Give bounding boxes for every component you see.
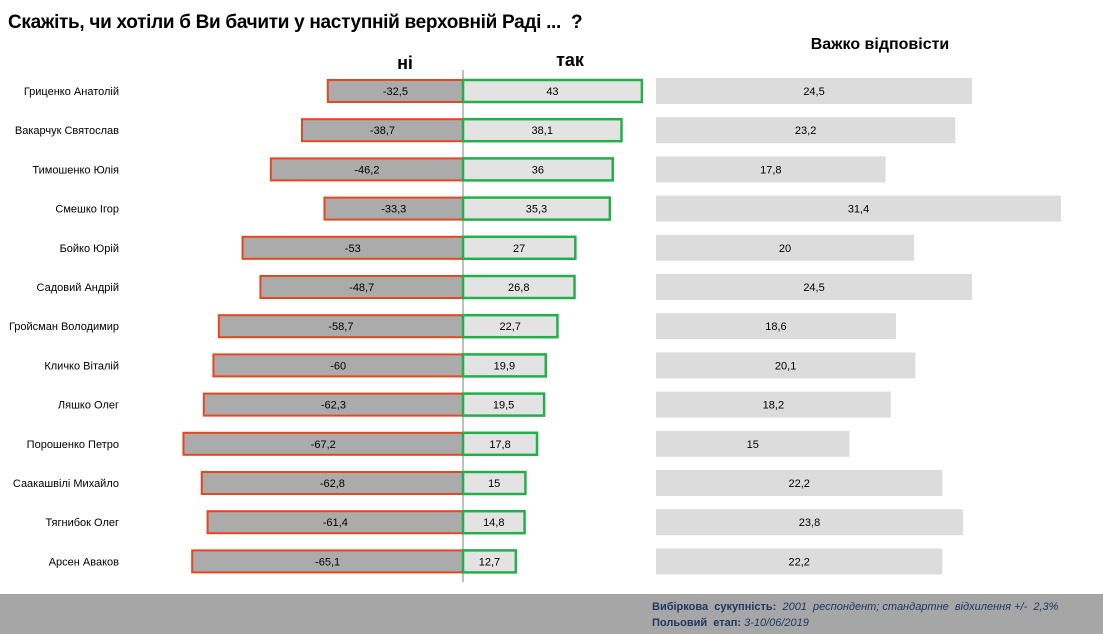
bar-hard-to-say (656, 195, 1062, 222)
data-label-no: -62,3 (321, 400, 346, 412)
category-label: Вакарчук Святослав (15, 125, 119, 137)
data-label-hard-to-say: 23,8 (799, 517, 820, 529)
data-label-yes: 17,8 (489, 439, 510, 451)
data-label-no: -65,1 (315, 556, 340, 568)
data-label-yes: 35,3 (526, 204, 547, 216)
data-label-yes: 19,9 (494, 360, 515, 372)
bar-hard-to-say (656, 430, 850, 457)
data-label-no: -62,8 (320, 478, 345, 490)
data-label-yes: 36 (532, 164, 544, 176)
data-label-hard-to-say: 20 (779, 243, 791, 255)
bar-hard-to-say (656, 313, 896, 340)
bar-yes (461, 313, 559, 339)
data-label-yes: 38,1 (532, 125, 553, 137)
bar-hard-to-say (656, 548, 943, 575)
bar-hard-to-say (656, 156, 886, 183)
data-label-hard-to-say: 22,2 (788, 478, 809, 490)
column-header-yes: так (556, 50, 584, 70)
bar-hard-to-say (656, 78, 973, 104)
data-label-hard-to-say: 20,1 (775, 360, 796, 372)
data-label-hard-to-say: 17,8 (760, 164, 781, 176)
bar-yes (461, 509, 526, 535)
data-label-hard-to-say: 31,4 (848, 204, 869, 216)
category-label: Ляшко Олег (58, 400, 119, 412)
data-label-hard-to-say: 22,2 (788, 556, 809, 568)
data-label-no: -67,2 (311, 439, 336, 451)
period-label: Польовий етап: (652, 617, 742, 629)
bar-yes (461, 274, 576, 300)
data-label-hard-to-say: 15 (747, 439, 759, 451)
data-label-hard-to-say: 18,6 (765, 321, 786, 333)
chart-title: Скажіть, чи хотіли б Ви бачити у наступн… (8, 12, 583, 33)
bar-yes (461, 392, 546, 417)
data-label-no: -32,5 (383, 86, 408, 98)
category-label: Бойко Юрій (60, 243, 119, 255)
column-header-no: ні (397, 53, 413, 73)
sample-info: Вибіркова сукупність: 2001 респондент; с… (652, 601, 1058, 613)
bar-yes (461, 196, 612, 221)
data-label-yes: 15 (488, 478, 500, 490)
sample-label: Вибіркова сукупність: (652, 601, 777, 613)
category-label: Гриценко Анатолій (24, 86, 119, 98)
data-label-no: -38,7 (370, 125, 395, 137)
bar-hard-to-say (656, 117, 956, 144)
data-label-hard-to-say: 24,5 (803, 282, 824, 294)
bar-hard-to-say (656, 352, 916, 379)
bar-yes (461, 431, 539, 457)
category-label: Гройсман Володимир (9, 321, 119, 333)
category-label: Порошенко Петро (27, 439, 119, 451)
category-label: Тягнибок Олег (45, 517, 119, 529)
category-label: Смешко Ігор (55, 204, 119, 216)
data-label-no: -33,3 (381, 204, 406, 216)
bar-yes (461, 78, 644, 104)
bar-yes (461, 549, 518, 574)
data-label-yes: 22,7 (500, 321, 521, 333)
footer-band: Вибіркова сукупність: 2001 респондент; с… (0, 594, 1103, 634)
bar-yes (461, 157, 615, 182)
bar-hard-to-say (656, 391, 891, 418)
bar-yes (461, 470, 527, 496)
bar-hard-to-say (656, 470, 943, 496)
category-label: Тимошенко Юлія (32, 164, 119, 176)
data-label-yes: 26,8 (508, 282, 529, 294)
period-value: 3-10/06/2019 (741, 617, 809, 629)
category-label: Арсен Аваков (49, 556, 119, 568)
sample-value: 2001 респондент; стандартне відхилення +… (776, 601, 1059, 613)
category-label: Садовий Андрій (37, 282, 119, 294)
data-label-no: -60 (330, 360, 346, 372)
bar-hard-to-say (656, 274, 973, 300)
chart-plot: Гриценко Анатолій -32,5 43 24,5 Вакарчук Свя… (9, 70, 1062, 582)
category-label: Кличко Віталій (44, 360, 119, 372)
bar-yes (461, 117, 623, 143)
data-label-no: -46,2 (354, 164, 379, 176)
data-label-yes: 12,7 (479, 556, 500, 568)
bar-hard-to-say (656, 234, 914, 261)
bar-yes (461, 353, 548, 378)
data-label-hard-to-say: 23,2 (795, 125, 816, 137)
category-label: Саакашвілі Михайло (13, 478, 119, 490)
data-label-no: -58,7 (328, 321, 353, 333)
data-label-no: -48,7 (349, 282, 374, 294)
data-label-yes: 27 (513, 243, 525, 255)
data-label-yes: 14,8 (483, 517, 504, 529)
data-label-yes: 19,5 (493, 400, 514, 412)
column-header-hard-to-say: Важко відповісти (810, 36, 950, 53)
bar-yes (461, 235, 577, 261)
data-label-hard-to-say: 18,2 (763, 400, 784, 412)
data-label-no: -61,4 (323, 517, 348, 529)
data-label-hard-to-say: 24,5 (803, 86, 824, 98)
bar-hard-to-say (656, 509, 964, 536)
data-label-no: -53 (345, 243, 361, 255)
period-info: Польовий етап: 3-10/06/2019 (652, 617, 809, 629)
data-label-yes: 43 (546, 86, 558, 98)
